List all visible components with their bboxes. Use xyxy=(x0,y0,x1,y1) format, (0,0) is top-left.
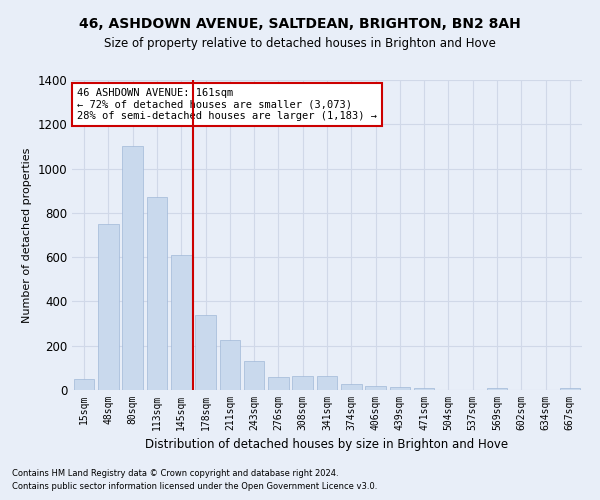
Bar xyxy=(414,388,434,390)
Bar xyxy=(74,379,94,390)
Text: Size of property relative to detached houses in Brighton and Hove: Size of property relative to detached ho… xyxy=(104,38,496,51)
Bar xyxy=(220,340,240,390)
Bar xyxy=(244,361,265,390)
Bar xyxy=(341,384,362,390)
Y-axis label: Number of detached properties: Number of detached properties xyxy=(22,148,32,322)
Bar xyxy=(292,376,313,390)
Bar xyxy=(98,224,119,390)
Bar xyxy=(146,198,167,390)
Bar xyxy=(560,388,580,390)
Text: Contains public sector information licensed under the Open Government Licence v3: Contains public sector information licen… xyxy=(12,482,377,491)
Bar xyxy=(195,314,216,390)
Bar xyxy=(171,255,191,390)
Bar xyxy=(122,146,143,390)
Text: 46 ASHDOWN AVENUE: 161sqm
← 72% of detached houses are smaller (3,073)
28% of se: 46 ASHDOWN AVENUE: 161sqm ← 72% of detac… xyxy=(77,88,377,121)
Bar xyxy=(365,386,386,390)
Text: 46, ASHDOWN AVENUE, SALTDEAN, BRIGHTON, BN2 8AH: 46, ASHDOWN AVENUE, SALTDEAN, BRIGHTON, … xyxy=(79,18,521,32)
Bar xyxy=(268,377,289,390)
Bar xyxy=(389,386,410,390)
Text: Contains HM Land Registry data © Crown copyright and database right 2024.: Contains HM Land Registry data © Crown c… xyxy=(12,468,338,477)
X-axis label: Distribution of detached houses by size in Brighton and Hove: Distribution of detached houses by size … xyxy=(145,438,509,452)
Bar xyxy=(487,388,508,390)
Bar xyxy=(317,376,337,390)
